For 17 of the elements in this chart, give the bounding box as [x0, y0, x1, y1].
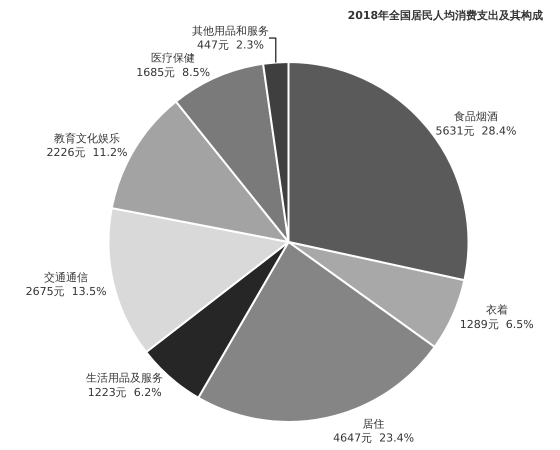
data-label: 1223元 6.2% — [88, 386, 162, 399]
data-label: 2226元 11.2% — [46, 146, 128, 160]
slice-label: 生活用品及服务 — [86, 372, 164, 385]
slice-label: 交通通信 — [44, 270, 88, 284]
data-label: 447元 2.3% — [196, 38, 264, 52]
data-label: 4647元 23.4% — [333, 432, 414, 445]
slice-label: 医疗保健 — [151, 52, 196, 65]
chart-title: 2018年全国居民人均消费支出及其构成 — [348, 8, 544, 22]
slice-label: 居住 — [362, 417, 385, 430]
data-label: 5631元 28.4% — [435, 124, 516, 138]
slice-label: 衣着 — [486, 304, 508, 317]
slice-label: 教育文化娱乐 — [54, 132, 120, 145]
data-label: 1289元 6.5% — [460, 318, 534, 332]
data-label: 2675元 13.5% — [26, 285, 107, 298]
data-label: 1685元 8.5% — [136, 66, 210, 79]
slice-label: 食品烟酒 — [454, 110, 498, 124]
slice-label: 其他用品和服务 — [192, 24, 269, 38]
